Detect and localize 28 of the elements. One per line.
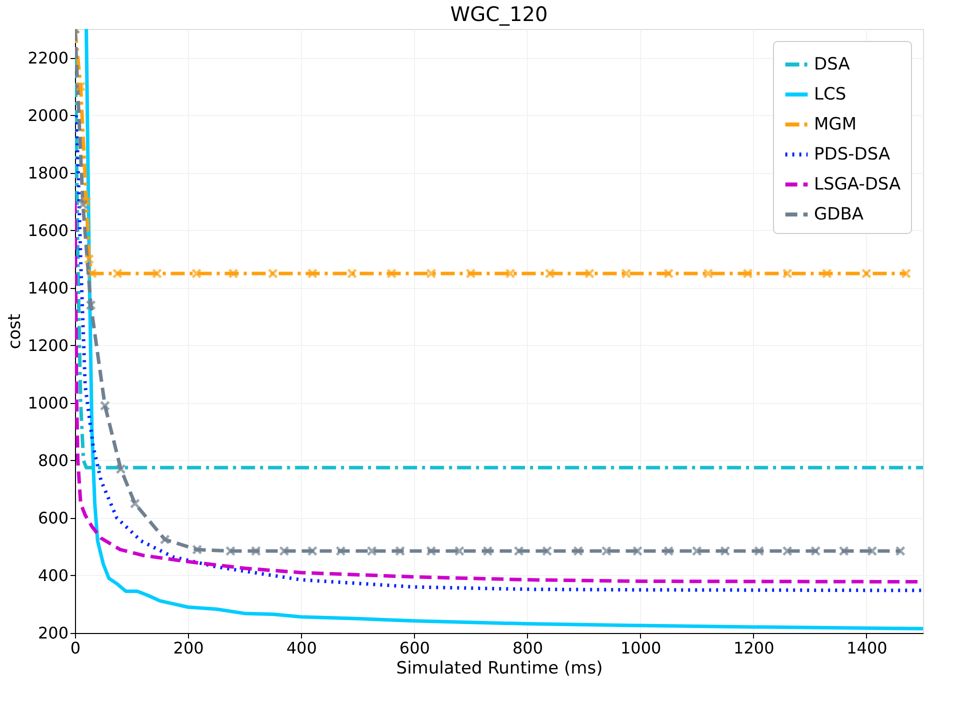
legend-label: DSA (814, 54, 850, 74)
y-tick-label: 1600 (28, 220, 68, 240)
x-tick-label: 600 (399, 638, 430, 658)
legend-label: LSGA-DSA (814, 174, 902, 194)
y-tick-label: 2000 (28, 106, 68, 125)
y-tick-label: 400 (38, 566, 68, 585)
x-tick-label: 1400 (846, 638, 888, 658)
legend-label: MGM (814, 114, 857, 134)
y-tick-label: 2200 (28, 48, 68, 68)
x-tick-label: 400 (286, 638, 317, 658)
y-tick-label: 1400 (28, 278, 68, 298)
y-tick-label: 1800 (28, 163, 68, 182)
y-tick-label: 1000 (28, 393, 68, 412)
legend-label: LCS (814, 84, 846, 104)
x-tick-label: 1000 (620, 638, 662, 658)
x-tick-label: 1200 (734, 638, 774, 658)
y-axis-title: cost (4, 314, 25, 350)
legend-label: PDS-DSA (814, 144, 890, 164)
x-axis-title: Simulated Runtime (ms) (396, 658, 603, 678)
x-tick-label: 800 (512, 638, 544, 658)
y-tick-label: 600 (38, 508, 68, 528)
x-tick-label: 0 (70, 638, 81, 658)
y-tick-label: 1200 (28, 336, 68, 355)
y-tick-label: 800 (38, 450, 68, 470)
x-tick-label: 200 (173, 638, 204, 658)
chart-title: WGC_120 (450, 2, 548, 26)
legend-label: GDBA (814, 204, 864, 224)
y-tick-label: 200 (38, 624, 68, 642)
